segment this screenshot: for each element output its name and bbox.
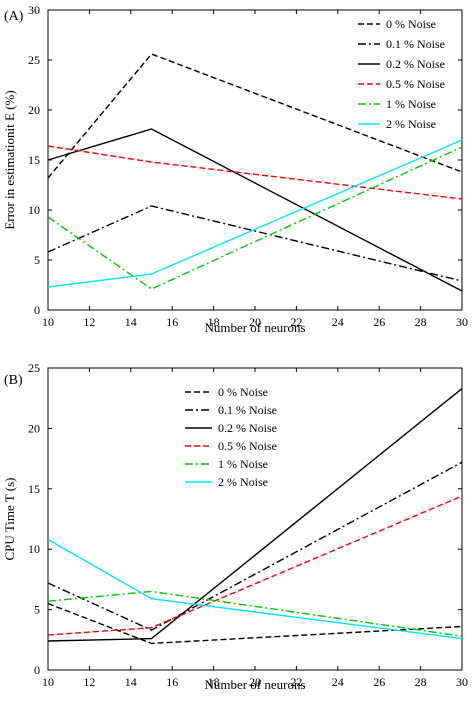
x-tick-label: 10: [42, 315, 54, 329]
x-tick-label: 30: [456, 675, 468, 689]
x-tick-label: 10: [42, 675, 54, 689]
y-tick-label: 25: [28, 361, 40, 375]
legend-entry: 2 % Noise: [386, 117, 436, 131]
series-line: [47, 495, 463, 636]
chart-panel-a: 10 12 14 16 18 20 22 24 26 28 30 0 5 10 15 20 25 30 (A) Num…: [2, 3, 468, 335]
x-tick-label: 16: [166, 675, 178, 689]
plot-frame: [47, 9, 463, 311]
series-line: [47, 602, 463, 645]
x-tick-label: 28: [415, 675, 427, 689]
x-tick-label: 20: [249, 675, 261, 689]
x-tick-label: 18: [208, 315, 220, 329]
x-tick-label: 24: [332, 675, 344, 689]
y-tick-label: 0: [34, 303, 40, 317]
legend-entry: 0.5 % Noise: [386, 77, 445, 91]
y-tick-label: 15: [28, 153, 40, 167]
x-tick-label: 12: [83, 675, 95, 689]
chart-panel-b: 10 12 14 16 18 20 22 24 26 28 30 0 5 10 15 20 25 (B) Numbe…: [2, 361, 468, 692]
x-axis-title: Number of neurons: [204, 677, 305, 692]
series-line: [47, 146, 463, 290]
legend: 0 % Noise 0.1 % Noise 0.2 % Noise 0.5 % Noi…: [185, 385, 277, 489]
x-tick-label: 14: [125, 675, 137, 689]
y-axis-title: Error in estimationit E (%): [2, 90, 17, 229]
x-tick-label: 22: [290, 315, 302, 329]
legend-entry: 0.2 % Noise: [386, 57, 445, 71]
y-tick-label: 10: [28, 203, 40, 217]
y-tick-label: 10: [28, 542, 40, 556]
series-line: [47, 139, 463, 288]
y-tick-label: 15: [28, 482, 40, 496]
x-tick-label: 28: [415, 315, 427, 329]
x-tick-label: 18: [208, 675, 220, 689]
x-tick-label: 14: [125, 315, 137, 329]
series-line: [47, 461, 463, 631]
legend-entry: 1 % Noise: [386, 97, 436, 111]
y-tick-label: 5: [34, 603, 40, 617]
series-line: [47, 145, 463, 200]
legend-entry: 0.1 % Noise: [218, 403, 277, 417]
panel-label: (B): [4, 373, 23, 388]
legend-entry: 0.2 % Noise: [218, 421, 277, 435]
x-tick-label: 12: [83, 315, 95, 329]
legend-entry: 0 % Noise: [386, 17, 436, 31]
series-line: [47, 590, 463, 637]
x-tick-label: 26: [373, 675, 385, 689]
legend-entry: 0.5 % Noise: [218, 439, 277, 453]
x-tick-label: 24: [332, 315, 344, 329]
series-line: [47, 205, 463, 282]
legend: 0 % Noise 0.1 % Noise 0.2 % Noise 0.5 % Noi…: [358, 17, 445, 131]
x-tick-label: 20: [249, 315, 261, 329]
x-tick-label: 22: [290, 675, 302, 689]
legend-entry: 2 % Noise: [218, 475, 268, 489]
series-line: [47, 128, 463, 292]
x-tick-label: 26: [373, 315, 385, 329]
y-tick-label: 20: [28, 421, 40, 435]
y-tick-label: 25: [28, 53, 40, 67]
x-tick-label: 16: [166, 315, 178, 329]
series-line: [47, 538, 463, 640]
y-tick-label: 5: [34, 253, 40, 267]
y-tick-label: 20: [28, 103, 40, 117]
panel-label: (A): [4, 9, 24, 24]
legend-entry: 0.1 % Noise: [386, 37, 445, 51]
y-tick-label: 30: [28, 3, 40, 17]
y-tick-label: 0: [34, 663, 40, 677]
series-line: [47, 53, 463, 179]
legend-entry: 0 % Noise: [218, 385, 268, 399]
x-tick-label: 30: [456, 315, 468, 329]
series-line: [47, 387, 463, 642]
legend-entry: 1 % Noise: [218, 457, 268, 471]
x-axis-title: Number of neurons: [204, 320, 305, 335]
y-axis-title: CPU Time T (s): [2, 478, 17, 561]
